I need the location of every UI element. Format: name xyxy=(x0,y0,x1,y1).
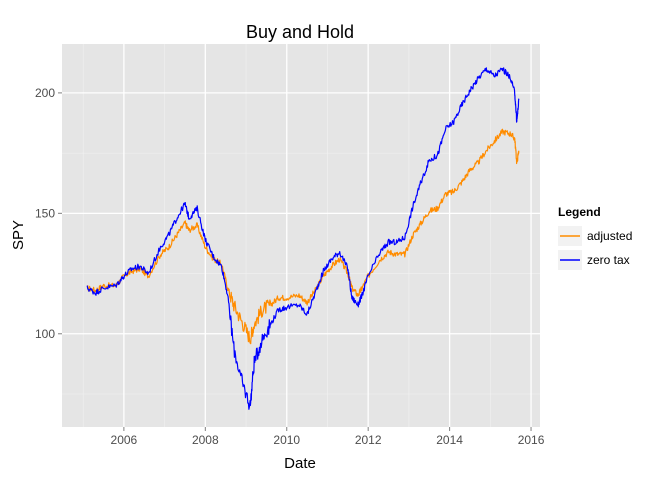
legend-title: Legend xyxy=(558,205,601,219)
x-tick-label: 2014 xyxy=(436,433,463,447)
y-tick-label: 200 xyxy=(35,86,55,100)
series-line-zero-tax xyxy=(86,67,520,410)
y-tick-label: 100 xyxy=(35,327,55,341)
x-tick-label: 2006 xyxy=(111,433,138,447)
x-tick-label: 2010 xyxy=(273,433,300,447)
series-line-adjusted xyxy=(87,128,520,345)
grid-lines xyxy=(62,44,540,427)
y-axis-label: SPY xyxy=(10,220,27,250)
x-tick-label: 2008 xyxy=(192,433,219,447)
chart-title: Buy and Hold xyxy=(246,22,354,42)
panel-background xyxy=(62,44,540,427)
legend-label: adjusted xyxy=(587,229,632,243)
y-tick-label: 150 xyxy=(35,206,55,220)
x-axis-ticks: 2006 2008 2010 2012 2014 2016 xyxy=(111,427,545,447)
series-lines xyxy=(86,67,520,410)
x-axis-label: Date xyxy=(284,455,316,472)
legend: Legend adjusted zero tax xyxy=(558,205,632,270)
y-axis-ticks: 100 150 200 xyxy=(35,86,62,341)
plot-panel xyxy=(62,44,540,427)
legend-items: adjusted zero tax xyxy=(558,226,632,270)
legend-label: zero tax xyxy=(587,253,630,267)
x-tick-label: 2012 xyxy=(355,433,382,447)
x-tick-label: 2016 xyxy=(518,433,545,447)
